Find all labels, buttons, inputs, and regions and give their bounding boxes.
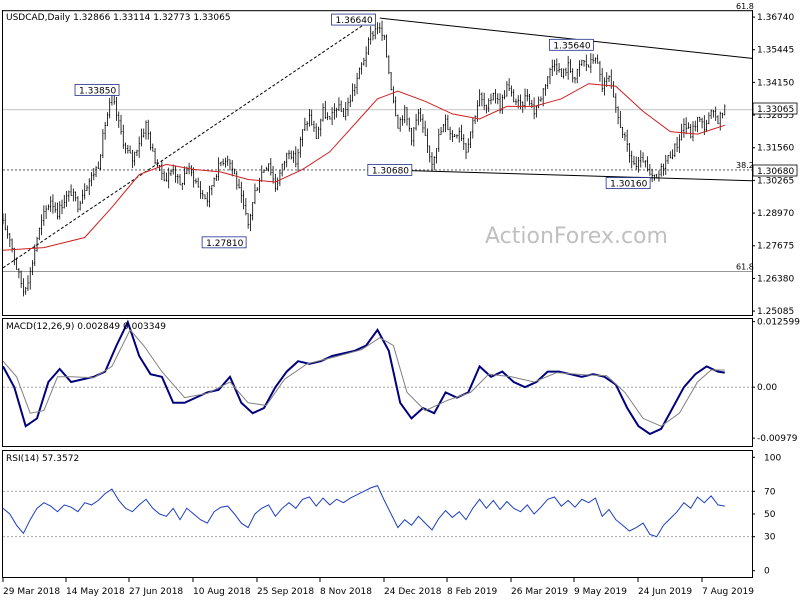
price-panel-title: USDCAD,Daily 1.32866 1.33114 1.32773 1.3… (6, 13, 231, 23)
rsi-axis-label-1: 70 (764, 487, 776, 497)
callout-box-5 (201, 236, 247, 249)
date-axis-label-4: 25 Sep 2018 (257, 587, 314, 597)
date-axis-label-8: 26 Mar 2019 (511, 587, 568, 597)
rsi-line (2, 484, 725, 538)
moving-average-line (2, 83, 725, 251)
date-axis-label-6: 24 Dec 2018 (384, 587, 442, 597)
watermark: ActionForex.com (485, 224, 668, 249)
date-axis-label-10: 24 Jun 2019 (638, 587, 692, 597)
macd-layer (2, 319, 752, 436)
rsi-panel-frame (2, 450, 753, 578)
callout-box-4 (605, 177, 651, 189)
price-axis-label-9: 1.25085 (757, 307, 794, 317)
rsi-axis-label-0: 100 (764, 453, 781, 463)
date-axis-label-3: 10 Aug 2018 (193, 587, 251, 597)
date-axis-label-9: 9 May 2019 (574, 587, 627, 597)
callout-box-1 (548, 38, 594, 51)
macd-panel-frame (2, 318, 753, 447)
price-axis-label-7: 1.27675 (757, 242, 794, 252)
date-axis-label-11: 7 Aug 2019 (702, 587, 754, 597)
fib-label-1: 38.2 (736, 161, 754, 170)
fib-label-2: 61.8 (736, 263, 754, 272)
price-axis-label-6: 1.28970 (757, 209, 794, 219)
level-price-tag-text: 1.30680 (757, 167, 794, 177)
macd-axis-label-1: 0.00 (757, 383, 777, 393)
price-panel-frame (2, 10, 753, 316)
rsi-axis-label-2: 50 (764, 510, 776, 520)
rsi-axis-label-4: 0 (764, 567, 770, 577)
callout-label-1: 1.35640 (553, 41, 590, 51)
current-price-tag (752, 102, 798, 115)
macd-axis-label-2: -0.00979 (757, 434, 798, 444)
date-axis-label-2: 27 Jun 2018 (129, 587, 183, 597)
callout-label-0: 1.36640 (336, 16, 373, 26)
price-layer: 61.8 38.2 61.8 1.36640 1.35640 1.33850 1.30680… (2, 2, 754, 297)
callout-box-0 (331, 13, 376, 26)
trendline-0 (2, 22, 367, 269)
callout-box-3 (367, 164, 413, 176)
axis-layer: 1.36740 1.35445 1.34150 1.32855 1.31560 1.302… (2, 13, 800, 597)
date-axis-label-7: 8 Feb 2019 (447, 587, 498, 597)
price-axis-label-2: 1.34150 (757, 78, 794, 88)
callout-label-2: 1.33850 (79, 86, 116, 96)
trendline-2 (388, 169, 753, 182)
price-axis-label-4: 1.31560 (757, 144, 794, 154)
macd-line (2, 319, 725, 436)
price-axis-label-8: 1.26380 (757, 274, 794, 284)
callout-label-5: 1.27810 (206, 239, 243, 249)
date-axis-label-1: 14 May 2018 (66, 587, 125, 597)
macd-axis-label-0: 0.012599 (757, 318, 800, 328)
trendline-1 (379, 17, 753, 59)
fib-label-0: 61.8 (736, 2, 754, 11)
date-axis-label-0: 29 Mar 2018 (3, 587, 60, 597)
current-price-tag-text: 1.33065 (757, 105, 794, 115)
candles-group (2, 20, 726, 297)
callout-label-3: 1.30680 (372, 166, 409, 176)
level-price-tag (752, 164, 798, 177)
price-axis-label-0: 1.36740 (757, 13, 794, 23)
price-axis-label-5: 1.30265 (757, 176, 794, 186)
price-axis-label-3: 1.32855 (757, 111, 794, 121)
rsi-axis-label-3: 30 (764, 533, 776, 543)
price-axis-label-1: 1.35445 (757, 46, 794, 56)
rsi-panel-title: RSI(14) 57.3572 (6, 454, 79, 464)
macd-signal-line (2, 329, 725, 427)
callout-label-4: 1.30160 (610, 180, 647, 190)
macd-panel-title: MACD(12,26,9) 0.002849 0.003349 (6, 322, 166, 332)
rsi-layer (2, 484, 752, 538)
date-axis-label-5: 8 Nov 2018 (320, 587, 372, 597)
callout-box-2 (74, 84, 120, 96)
